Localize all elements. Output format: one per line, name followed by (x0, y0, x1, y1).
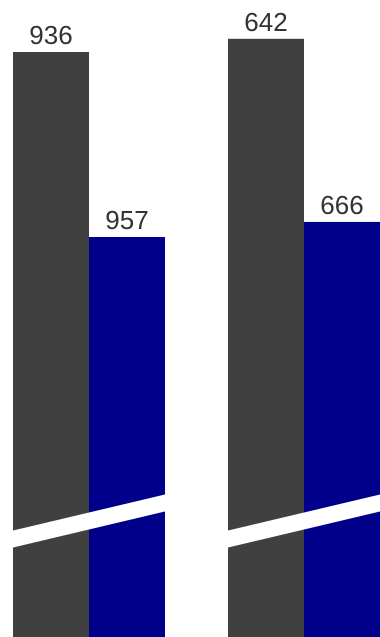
axis-break-1 (11, 494, 167, 548)
value-label-1-2: 957 (105, 205, 148, 235)
value-label-1-1: 936 (29, 20, 72, 50)
bar-2-1 (228, 38, 304, 637)
axis-break-group (11, 494, 380, 548)
value-label-2-2: 666 (320, 190, 363, 220)
value-label-2-1: 642 (244, 7, 287, 37)
value-labels-group: 936 957 642 666 (29, 7, 363, 235)
axis-break-2 (226, 494, 380, 548)
bars-group (13, 38, 380, 637)
bar-2-2 (304, 221, 380, 637)
bar-1-1 (13, 52, 89, 637)
bar-1-2 (89, 237, 165, 637)
